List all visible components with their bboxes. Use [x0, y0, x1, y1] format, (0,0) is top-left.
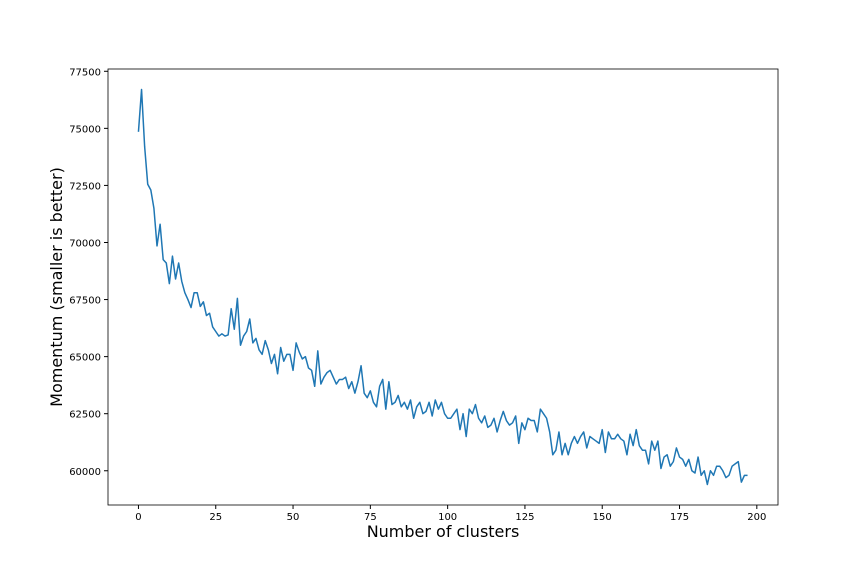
x-axis-label: Number of clusters [367, 522, 520, 541]
x-tick-label: 0 [135, 512, 141, 523]
y-tick-label: 65000 [69, 353, 101, 364]
x-tick-label: 25 [209, 512, 222, 523]
x-tick-label: 50 [287, 512, 300, 523]
y-tick-label: 67500 [69, 296, 101, 307]
y-tick-label: 72500 [69, 181, 101, 192]
y-tick-label: 62500 [69, 410, 101, 421]
y-tick-label: 70000 [69, 238, 101, 249]
y-axis-label: Momentum (smaller is better) [47, 167, 66, 407]
x-tick-label: 100 [438, 512, 457, 523]
y-tick-label: 77500 [69, 67, 101, 78]
plot-frame [107, 68, 779, 506]
y-tick-label: 60000 [69, 467, 101, 478]
x-tick-label: 200 [747, 512, 766, 523]
x-tick-label: 125 [515, 512, 534, 523]
y-tick-label: 75000 [69, 124, 101, 135]
data-line [137, 88, 748, 486]
x-tick-label: 75 [364, 512, 377, 523]
x-tick-label: 150 [593, 512, 612, 523]
x-tick-label: 175 [670, 512, 689, 523]
